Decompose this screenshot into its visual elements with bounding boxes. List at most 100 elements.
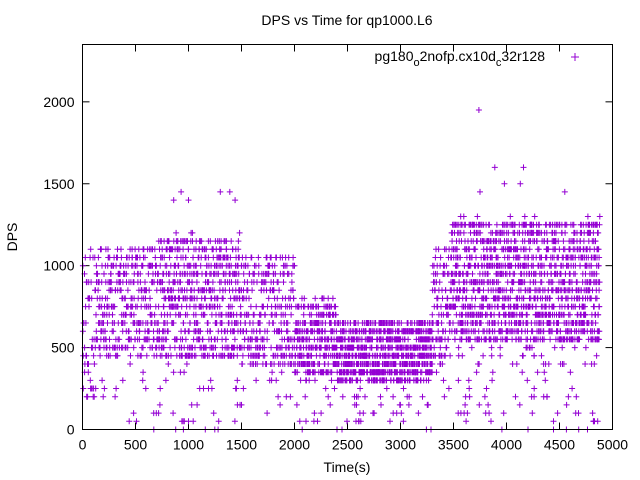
data-point [155, 320, 162, 326]
data-point [290, 254, 297, 261]
data-point [485, 270, 491, 277]
data-point [491, 164, 498, 171]
data-point [210, 410, 217, 417]
data-point [235, 238, 242, 245]
data-point [161, 254, 168, 261]
data-point [477, 188, 483, 195]
y-tick-label: 1000 [43, 258, 74, 274]
data-point [190, 418, 197, 425]
data-point [550, 418, 557, 425]
data-point [85, 361, 92, 367]
data-point [105, 246, 111, 253]
data-point [278, 369, 285, 376]
x-tick-label: 1000 [173, 437, 204, 453]
data-point [107, 352, 114, 359]
data-point [377, 393, 384, 400]
data-point [119, 377, 126, 384]
data-point [460, 229, 467, 236]
data-point [565, 393, 572, 400]
data-point [212, 344, 219, 351]
data-point [378, 401, 384, 408]
data-point [524, 311, 531, 318]
data-point [466, 385, 473, 392]
legend-label: pg180o2nofp.cx10dc32r128 [375, 48, 546, 69]
data-point [463, 287, 470, 294]
data-point [357, 418, 364, 425]
data-point [170, 320, 177, 326]
data-point [91, 361, 98, 367]
data-point [290, 295, 297, 302]
data-point [291, 262, 298, 269]
data-point [138, 352, 145, 359]
data-point [246, 295, 252, 302]
data-point [278, 328, 285, 335]
data-point [104, 295, 111, 302]
data-point [99, 377, 106, 384]
data-point [156, 401, 163, 408]
data-point [454, 262, 461, 269]
data-point [533, 303, 540, 310]
data-point [238, 401, 245, 408]
data-point [262, 279, 269, 286]
data-point [130, 344, 137, 351]
data-point [464, 410, 471, 417]
data-point [95, 287, 102, 294]
data-point [192, 344, 198, 351]
data-point [288, 311, 295, 318]
data-point [95, 254, 102, 261]
data-point [101, 270, 107, 277]
x-tick-label: 3500 [438, 437, 469, 453]
data-point [80, 385, 87, 392]
data-point [570, 221, 577, 228]
data-point [445, 385, 452, 392]
data-point [397, 401, 404, 408]
data-point [488, 344, 495, 351]
y-tick-label: 500 [51, 340, 75, 356]
data-point [445, 336, 452, 343]
data-point [512, 238, 519, 245]
data-point [177, 279, 184, 286]
chart-title: DPS vs Time for qp1000.L6 [261, 12, 432, 28]
data-point [88, 295, 95, 302]
data-point [189, 229, 196, 236]
data-point [216, 303, 223, 310]
data-point [477, 229, 484, 236]
data-point [327, 401, 334, 408]
data-point [288, 270, 295, 277]
legend: pg180o2nofp.cx10dc32r128 [375, 48, 579, 69]
data-point [507, 213, 514, 220]
data-point [231, 418, 238, 425]
data-point [517, 180, 524, 187]
data-point [157, 385, 164, 392]
data-point [387, 418, 393, 425]
data-point [147, 295, 153, 302]
data-point [208, 385, 215, 392]
data-point [137, 270, 144, 277]
data-point [475, 107, 482, 113]
data-point [512, 393, 519, 400]
data-points [79, 107, 603, 433]
data-point [240, 385, 247, 392]
data-point [275, 393, 282, 400]
data-point [425, 401, 432, 408]
data-point [228, 238, 235, 245]
data-point [92, 385, 99, 392]
x-tick-label: 0 [79, 437, 87, 453]
data-point [561, 188, 568, 195]
data-point [429, 311, 436, 318]
data-point [516, 401, 523, 408]
data-point [118, 254, 125, 261]
data-point [182, 336, 189, 343]
data-point [520, 164, 527, 171]
data-point [328, 369, 335, 376]
data-point [478, 320, 485, 326]
data-point [444, 295, 451, 302]
data-point [177, 311, 184, 318]
data-point [251, 311, 258, 318]
data-point [547, 336, 554, 343]
data-point [486, 410, 493, 417]
data-point [306, 377, 313, 384]
data-point [519, 369, 526, 376]
data-point [239, 352, 246, 359]
